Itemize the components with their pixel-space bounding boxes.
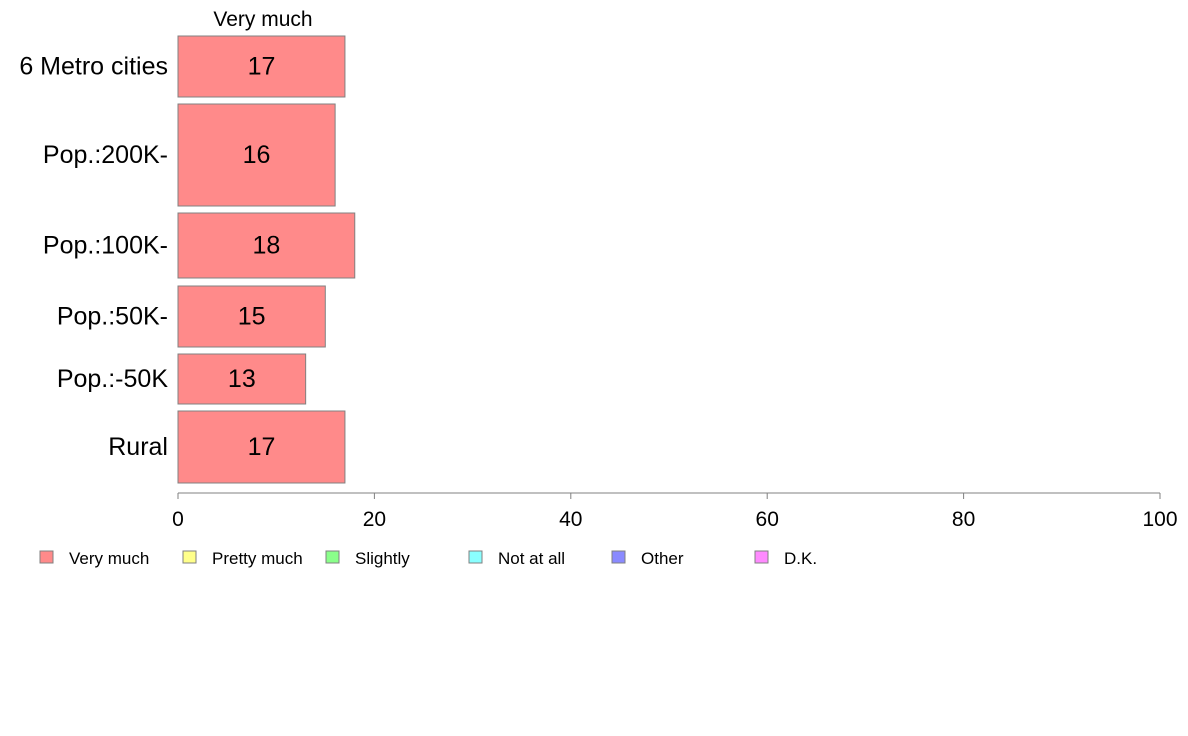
data-label: 16	[243, 141, 271, 169]
legend-swatch	[39, 550, 54, 564]
legend-swatch	[468, 550, 483, 564]
legend-swatch	[611, 550, 626, 564]
x-axis: 0 20 40 60 80 100	[172, 492, 1178, 531]
legend-swatch	[182, 550, 197, 564]
category-label: Rural	[108, 433, 168, 461]
category-label: 6 Metro cities	[19, 53, 168, 81]
data-label: 13	[228, 365, 256, 393]
legend-label: D.K.	[784, 549, 817, 568]
x-tick-label: 20	[363, 508, 386, 531]
category-label: Pop.:-50K	[57, 365, 169, 393]
legend-swatch	[325, 550, 340, 564]
x-tick-label: 100	[1142, 508, 1177, 531]
legend-swatch	[754, 550, 769, 564]
bar-segment	[177, 212, 356, 279]
bar-segment	[177, 103, 336, 207]
legend: Very much Pretty much Slightly Not at all Ot…	[39, 549, 817, 568]
bar-segment	[177, 410, 346, 484]
legend-label: Not at all	[498, 549, 565, 568]
data-label: 18	[252, 232, 280, 260]
x-tick-label: 0	[172, 508, 184, 531]
legend-item: Pretty much	[182, 549, 303, 568]
category-label: Pop.:50K-	[57, 303, 168, 331]
legend-item: Not at all	[468, 549, 565, 568]
column-title: Very much	[213, 8, 312, 31]
data-label: 17	[248, 53, 276, 81]
legend-label: Pretty much	[212, 549, 303, 568]
bars: 6 Metro cities 17 Pop.:200K- 16 Pop.:100K- 18…	[19, 35, 356, 484]
category-label: Pop.:200K-	[43, 141, 168, 169]
x-tick-label: 60	[756, 508, 779, 531]
x-tick-label: 40	[559, 508, 582, 531]
legend-label: Very much	[69, 549, 149, 568]
bar-segment	[177, 353, 307, 405]
legend-label: Slightly	[355, 549, 410, 568]
data-label: 15	[238, 303, 266, 331]
x-tick-label: 80	[952, 508, 975, 531]
legend-item: Very much	[39, 549, 149, 568]
category-label: Pop.:100K-	[43, 232, 168, 260]
bar-segment	[177, 285, 326, 348]
data-label: 17	[248, 433, 276, 461]
legend-label: Other	[641, 549, 684, 568]
legend-item: Other	[611, 549, 684, 568]
bar-segment	[177, 35, 346, 98]
legend-item: Slightly	[325, 549, 410, 568]
legend-item: D.K.	[754, 549, 817, 568]
